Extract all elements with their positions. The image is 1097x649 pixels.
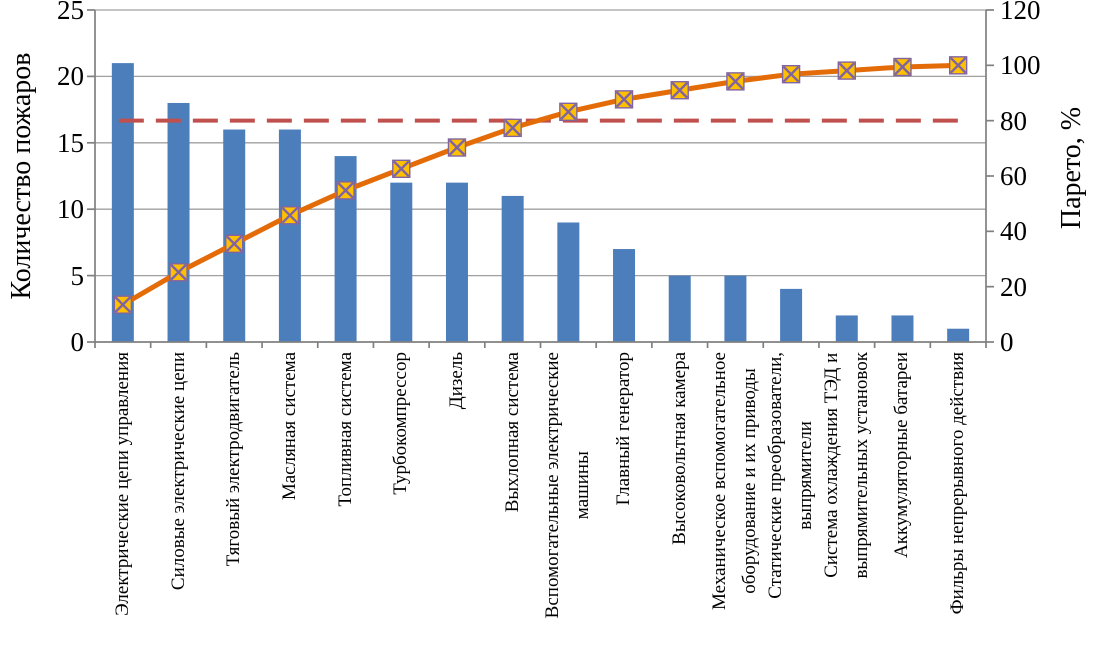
left-axis-tick-label: 15	[57, 127, 84, 158]
bar-12	[724, 275, 747, 342]
category-label-11: Высоковольтная камера	[668, 352, 690, 545]
right-axis-tick-label: 100	[1000, 50, 1041, 81]
marker-x	[782, 65, 800, 83]
category-label-4: Масляная система	[278, 352, 300, 501]
category-label-8: Выхлопная система	[501, 352, 523, 513]
bar-6	[390, 182, 413, 342]
marker-x	[504, 119, 522, 137]
category-label-1: Электрические цепи управления	[111, 352, 133, 616]
category-label-13: Статические преобразователи, выпрямители	[765, 352, 817, 599]
right-axis-tick-label: 20	[1000, 271, 1027, 302]
right-axis-tick-label: 60	[1000, 161, 1027, 191]
left-axis-tick-label: 20	[57, 61, 84, 92]
category-label-3: Тяговый электродвигатель	[223, 352, 245, 567]
bar-2	[167, 102, 190, 343]
bar-16	[947, 328, 970, 342]
bar-7	[445, 182, 468, 342]
bar-13	[780, 288, 803, 342]
bar-11	[668, 275, 691, 342]
category-label-9: Вспомогательные электрические машины	[542, 352, 594, 619]
marker-x	[894, 58, 911, 76]
bar-9	[557, 222, 580, 342]
marker-x	[727, 73, 744, 90]
bar-4	[278, 129, 301, 342]
bar-10	[613, 249, 636, 342]
category-label-5: Топливная система	[334, 352, 356, 507]
marker-x	[615, 91, 633, 108]
left-axis-tick-label: 25	[57, 0, 84, 25]
marker-x	[114, 296, 132, 313]
bar-8	[501, 195, 524, 342]
marker-x	[337, 182, 354, 199]
marker-x	[949, 56, 967, 74]
right-axis-tick-label: 80	[1000, 105, 1027, 136]
right-axis-tick-label: 40	[1000, 216, 1027, 247]
category-label-15: Аккумуляторные батареи	[891, 352, 913, 558]
marker-x	[281, 206, 299, 224]
category-label-14: Система охлаждения ТЭД и выпрямительных …	[820, 352, 872, 579]
left-axis-tick-label: 5	[70, 260, 85, 291]
marker-x	[838, 62, 856, 79]
category-label-7: Дизель	[445, 352, 467, 410]
marker-x	[170, 263, 187, 281]
bar-5	[334, 156, 357, 342]
bar-14	[835, 315, 858, 342]
right-axis-tick-label: 0	[1000, 327, 1014, 357]
right-axis-tick-label: 120	[1000, 0, 1041, 25]
category-label-10: Главный генератор	[613, 352, 635, 506]
category-label-16: Фильры непрерывного действия	[947, 352, 969, 615]
marker-x	[559, 103, 577, 121]
left-axis-title: Количество пожаров	[6, 52, 37, 300]
bar-15	[891, 315, 914, 342]
cumulative-line	[120, 62, 961, 308]
left-axis-tick-label: 10	[57, 194, 84, 225]
category-label-2: Силовые электрические цепи	[167, 352, 189, 591]
category-label-6: Турбокомпрессор	[390, 352, 412, 495]
marker-x	[225, 235, 243, 253]
category-label-12: Механическое вспомогательное оборудовани…	[709, 352, 761, 610]
marker-x	[392, 160, 410, 178]
marker-x	[448, 139, 466, 156]
marker-x	[671, 81, 689, 99]
bar-1	[111, 63, 134, 343]
left-axis-tick-label: 0	[70, 327, 85, 357]
